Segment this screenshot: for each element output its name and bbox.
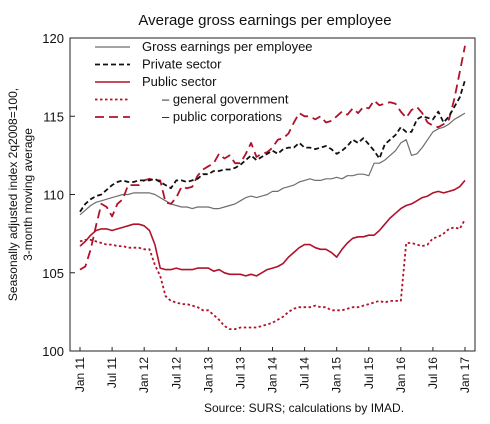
chart-title: Average gross earnings per employee — [138, 12, 391, 29]
y-tick-label: 115 — [43, 109, 64, 124]
x-tick-label: Jan 12 — [137, 357, 151, 393]
x-tick-label: Jan 14 — [266, 357, 280, 393]
legend-label: – public corporations — [162, 109, 282, 124]
legend-label: Public sector — [142, 74, 217, 89]
y-tick-label: 110 — [43, 188, 64, 203]
x-tick-label: Jan 16 — [394, 357, 408, 393]
x-tick-label: Jan 15 — [330, 357, 344, 393]
source-note: Source: SURS; calculations by IMAD. — [204, 401, 404, 415]
x-tick-label: Jul 15 — [362, 357, 376, 389]
x-tick-label: Jan 13 — [201, 357, 215, 393]
series-line-3 — [79, 219, 466, 331]
series-line-0 — [79, 112, 466, 216]
y-tick-label: 100 — [42, 344, 64, 359]
x-tick-label: Jul 16 — [426, 357, 440, 389]
plot-frame — [69, 37, 476, 352]
series-lines — [79, 45, 466, 331]
legend-label: Private sector — [142, 57, 222, 72]
y-tick-label: 120 — [42, 31, 64, 46]
legend: Gross earnings per employee Private secto… — [95, 39, 313, 124]
y-tick-label: 105 — [42, 266, 64, 281]
x-tick-label: Jan 11 — [73, 357, 87, 392]
x-tick-label: Jul 14 — [298, 357, 312, 389]
axes: 100 105 110 115 120 Jan 11 Jul 11 Jan 12 Jul 12 J… — [42, 31, 472, 393]
legend-label: – general government — [162, 92, 289, 107]
x-tick-label: Jul 12 — [169, 357, 183, 389]
series-line-2 — [79, 179, 466, 277]
x-tick-label: Jan 17 — [458, 357, 472, 393]
series-line-4 — [79, 45, 466, 271]
x-tick-label: Jul 11 — [105, 357, 119, 388]
legend-label: Gross earnings per employee — [142, 39, 313, 54]
series-line-1 — [79, 80, 466, 213]
y-axis-label: Seasonally adjusted index 2q2008=100,3-m… — [6, 88, 35, 301]
x-tick-label: Jul 13 — [233, 357, 247, 389]
